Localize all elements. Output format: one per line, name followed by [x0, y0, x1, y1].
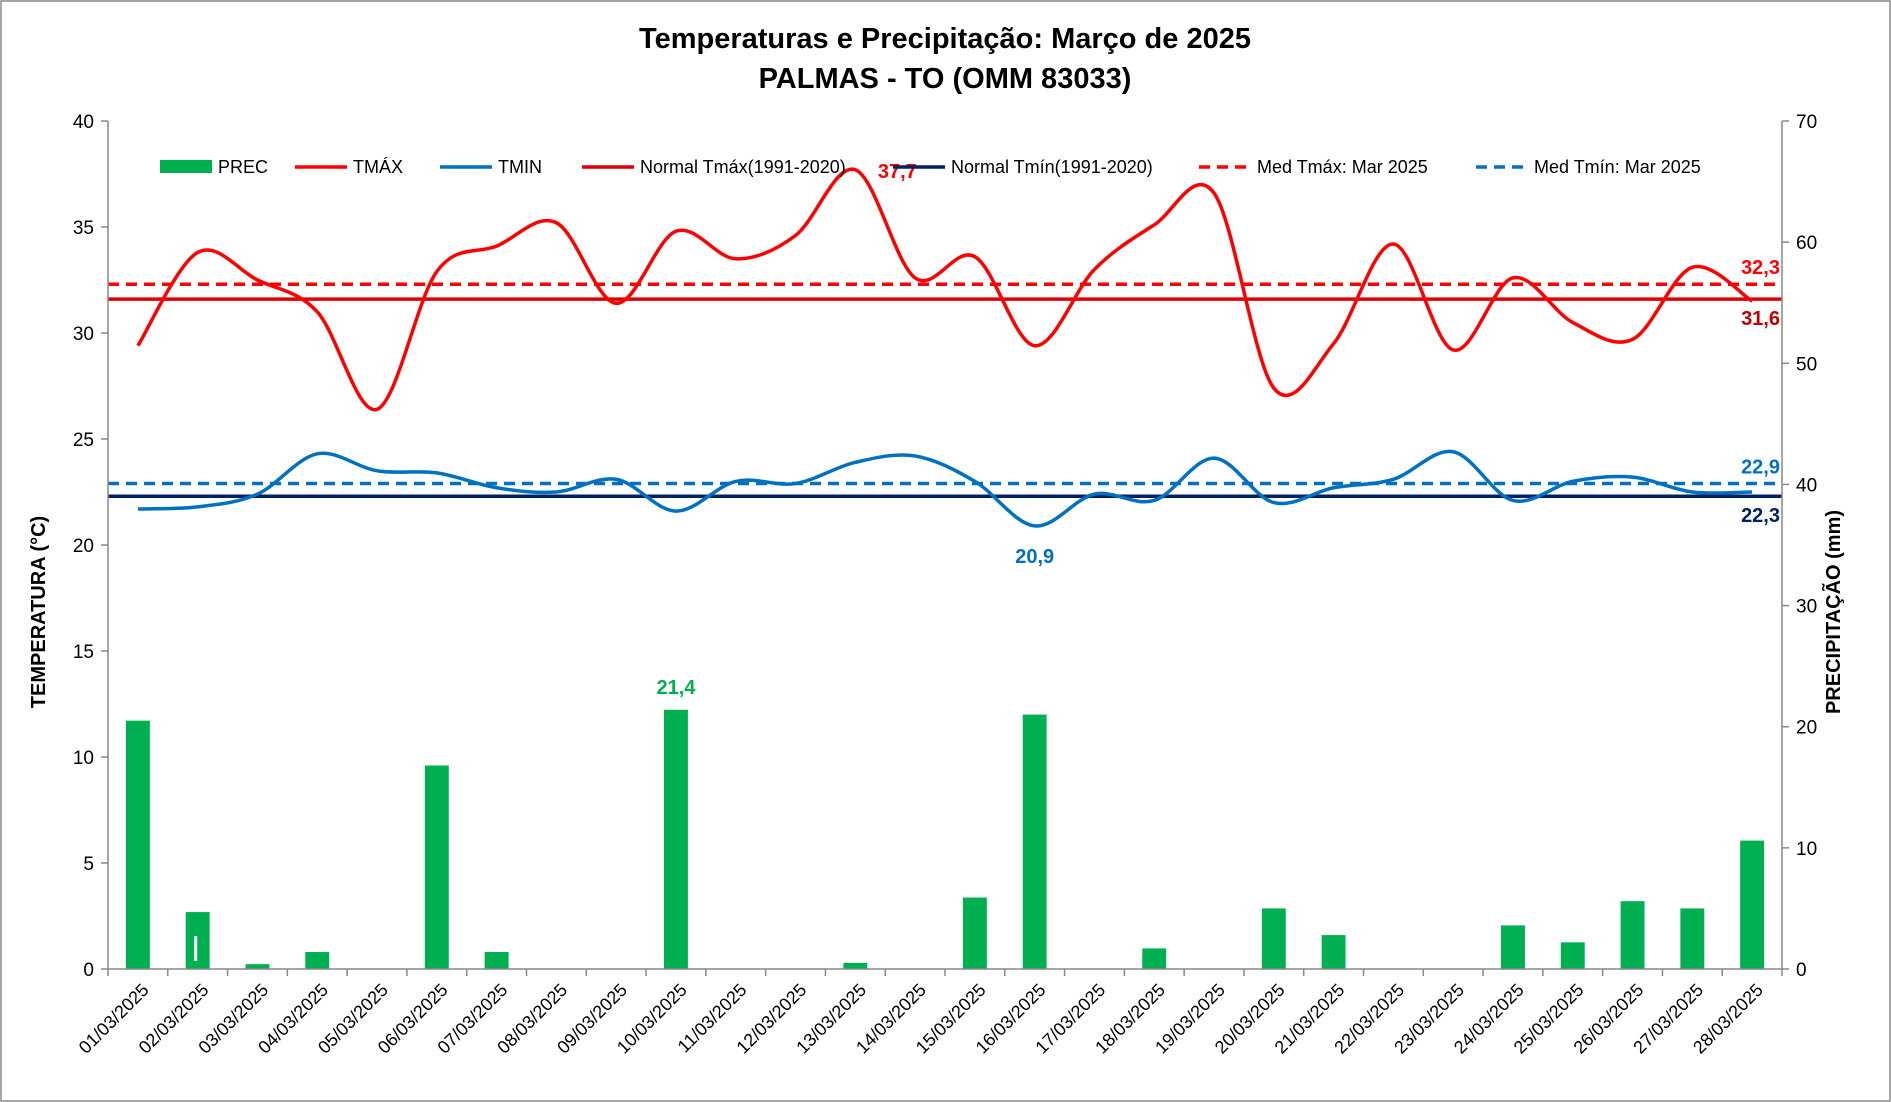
right-axis-title: PRECIPITAÇÃO (mm): [1822, 510, 1845, 714]
normal-value-label: 31,6: [1741, 308, 1780, 330]
left-tick-label: 30: [73, 324, 94, 345]
legend-label: TMIN: [498, 157, 542, 177]
prec-bar: [962, 897, 987, 969]
prec-bar: [843, 962, 868, 969]
mean-value-label: 22,9: [1741, 457, 1780, 479]
chart-subtitle: PALMAS - TO (OMM 83033): [759, 63, 1132, 95]
right-tick-label: 0: [1796, 960, 1807, 981]
prec-bar: [1142, 948, 1167, 969]
left-axis-title: TEMPERATURA (°C): [28, 516, 50, 708]
prec-bar: [245, 964, 270, 969]
tmin-min-label: 20,9: [1015, 546, 1054, 568]
left-tick-label: 40: [73, 112, 94, 133]
left-tick-label: 5: [83, 854, 94, 875]
left-tick-label: 20: [73, 536, 94, 557]
prec-bar: [424, 765, 449, 969]
left-tick-label: 35: [73, 218, 94, 239]
prec-bar: [1560, 942, 1585, 969]
normal-value-label: 22,3: [1741, 505, 1780, 527]
prec-bar: [484, 952, 509, 969]
prec-bar: [305, 952, 330, 969]
left-tick-label: 25: [73, 430, 94, 451]
right-tick-label: 20: [1796, 718, 1817, 739]
prec-max-label: 21,4: [656, 677, 696, 699]
tmax-line: [136, 167, 1754, 412]
right-tick-label: 10: [1796, 839, 1817, 860]
left-tick-label: 0: [83, 960, 94, 981]
legend-label: Normal Tmín(1991-2020): [951, 157, 1153, 177]
prec-bar: [1740, 840, 1765, 969]
left-tick-label: 15: [73, 642, 94, 663]
prec-bar: [1680, 908, 1705, 969]
right-tick-label: 40: [1796, 475, 1817, 496]
legend-label: Med Tmín: Mar 2025: [1534, 157, 1701, 177]
left-tick-label: 10: [73, 748, 94, 769]
legend-label: Normal Tmáx(1991-2020): [640, 157, 846, 177]
prec-bar: [125, 720, 150, 969]
tmin-line: [137, 449, 1753, 528]
mean-value-label: 32,3: [1741, 257, 1780, 279]
legend-label: TMÁX: [353, 157, 403, 177]
prec-bar: [1620, 901, 1645, 969]
legend-label: PREC: [218, 157, 268, 177]
prec-bar: [664, 709, 688, 969]
prec-bar: [1501, 925, 1525, 969]
prec-bar: [1261, 908, 1286, 969]
tmax-max-label: 37,7: [878, 161, 917, 183]
prec-bar: [1321, 935, 1346, 969]
right-tick-label: 70: [1796, 112, 1817, 133]
prec-bar: [185, 912, 210, 969]
right-tick-label: 30: [1796, 597, 1817, 618]
chart-title: Temperaturas e Precipitação: Março de 20…: [639, 23, 1251, 55]
right-tick-label: 60: [1796, 233, 1817, 254]
prec-bar: [1022, 714, 1047, 969]
legend-prec-swatch: [160, 160, 212, 173]
right-tick-label: 50: [1796, 354, 1817, 375]
legend-label: Med Tmáx: Mar 2025: [1257, 157, 1428, 177]
